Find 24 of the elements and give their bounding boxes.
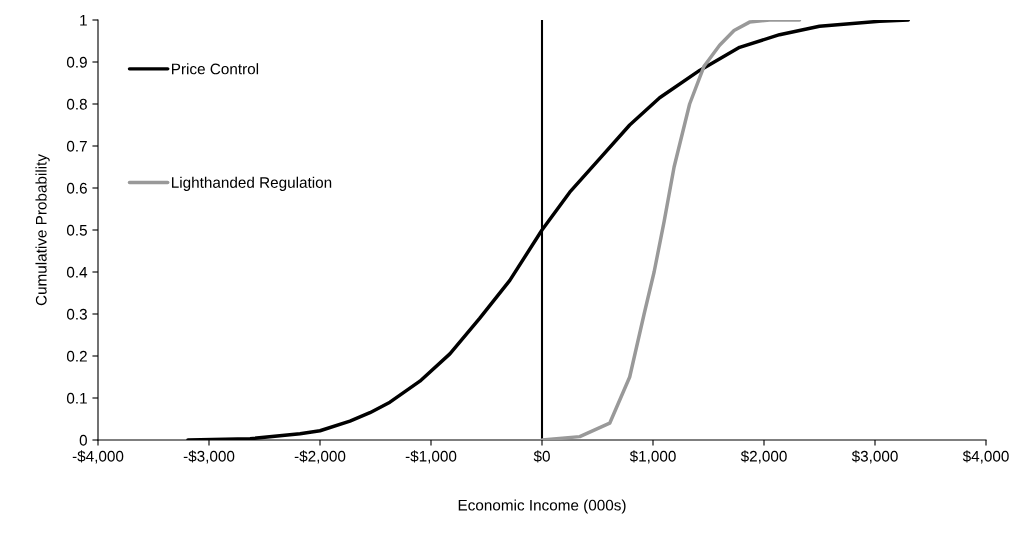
legend-label: Lighthanded Regulation	[172, 176, 332, 191]
y-tick-label: 0.1	[66, 392, 87, 404]
x-tick-label: -$4,000	[72, 450, 124, 464]
x-tick-label: $2,000	[740, 450, 787, 464]
y-tick-label: 0.8	[66, 98, 87, 110]
y-tick-label: 0.3	[66, 308, 87, 320]
y-tick-label: 0.2	[66, 350, 87, 362]
x-tick-label: $4,000	[962, 450, 1009, 464]
x-tick-label: -$2,000	[294, 450, 346, 464]
y-tick-label: 0.4	[66, 266, 88, 278]
y-tick-label: 0.7	[66, 140, 87, 152]
y-tick-label: 0.6	[66, 182, 87, 194]
x-tick-label: $0	[533, 450, 550, 463]
x-tick-label: -$1,000	[405, 450, 457, 464]
x-axis-title: Economic Income (000s)	[458, 499, 626, 514]
y-tick-label: 0.9	[66, 56, 87, 68]
y-tick-label: 1	[80, 15, 87, 26]
legend-label: Price Control	[172, 63, 259, 75]
x-tick-label: $1,000	[629, 450, 676, 464]
x-tick-label: -$3,000	[183, 450, 235, 464]
y-tick-label: 0.5	[66, 224, 87, 236]
x-tick-label: $3,000	[851, 450, 898, 464]
y-axis-title: Cumulative Probability	[35, 154, 50, 306]
y-tick-label: 0	[79, 434, 87, 446]
